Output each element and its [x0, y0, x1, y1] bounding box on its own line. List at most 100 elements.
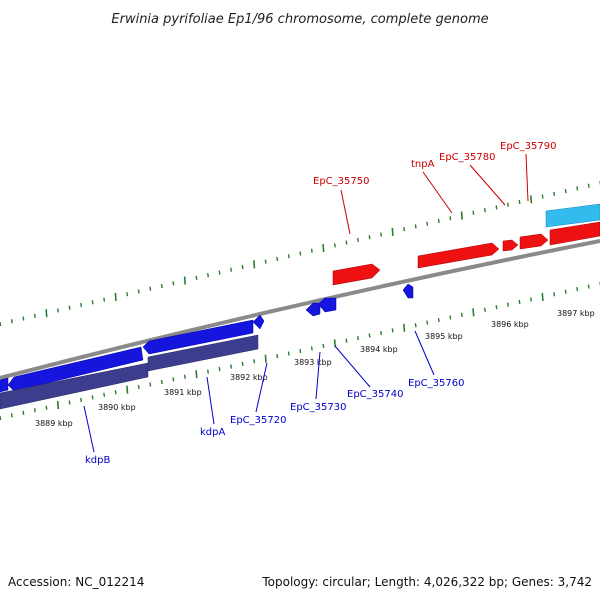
gene-label-tnpA[interactable]: tnpA: [411, 159, 435, 170]
tick-label: 3890 kbp: [98, 403, 136, 412]
outer-grid-major-tick: [460, 211, 463, 220]
cds-EpC_35730-arrow: [305, 302, 321, 317]
forward-strand-features: [332, 203, 600, 286]
cds-EpC_35790-arrow: [519, 233, 549, 250]
outer-grid-minor-tick: [357, 237, 359, 243]
inner-grid-minor-tick: [483, 307, 486, 312]
outer-grid-minor-tick: [172, 281, 175, 286]
cds-kdpA-partial: [0, 377, 9, 393]
inner-grid-major-tick: [403, 323, 406, 332]
outer-grid-minor-tick: [449, 216, 452, 221]
inner-grid-minor-tick: [507, 302, 509, 307]
inner-grid-minor-tick: [183, 374, 186, 379]
inner-grid-minor-tick: [518, 299, 521, 305]
cds-EpC_35760-arrow: [402, 283, 414, 299]
cds-EpC_35740-arrow: [317, 297, 337, 313]
inner-grid-minor-tick: [149, 382, 152, 387]
cds-kdpB-arrow: [7, 346, 144, 392]
inner-grid-minor-tick: [0, 415, 2, 421]
outer-grid-minor-tick: [553, 191, 556, 196]
map-title: Erwinia pyrifoliae Ep1/96 chromosome, co…: [111, 12, 488, 27]
tick-label: 3891 kbp: [164, 388, 202, 397]
outer-grid-minor-tick: [103, 297, 106, 302]
outer-grid-minor-tick: [472, 210, 475, 215]
leader-line-EpC_35740: [334, 345, 371, 388]
outer-grid-minor-tick: [541, 194, 544, 199]
cds-EpC_35750-arrow: [332, 263, 381, 286]
outer-grid-major-tick: [183, 276, 187, 285]
inner-grid-minor-tick: [553, 292, 556, 297]
outer-grid-minor-tick: [0, 321, 2, 327]
reverse-gene-bar: [0, 362, 149, 410]
outer-grid-major-tick: [529, 195, 533, 204]
inner-grid-minor-tick: [391, 328, 394, 333]
gene-label-kdpB[interactable]: kdpB: [85, 455, 110, 466]
gene-label-EpC_35740[interactable]: EpC_35740: [347, 389, 403, 400]
outer-grid-minor-tick: [22, 316, 25, 321]
inner-grid-minor-tick: [22, 410, 25, 415]
inner-grid-minor-tick: [437, 317, 440, 323]
reverse-strand-features: [0, 283, 414, 410]
gene-label-EpC_35780[interactable]: EpC_35780: [439, 152, 495, 163]
genome-summary-text: Topology: circular; Length: 4,026,322 bp…: [261, 575, 592, 589]
outer-grid-minor-tick: [507, 202, 509, 207]
inner-grid-major-tick: [126, 385, 129, 394]
outer-grid-minor-tick: [483, 208, 486, 213]
tick-label: 3894 kbp: [360, 345, 398, 354]
outer-grid-minor-tick: [576, 186, 579, 191]
inner-grid-minor-tick: [91, 395, 94, 400]
outer-grid-minor-tick: [80, 302, 83, 308]
tick-label: 3895 kbp: [425, 332, 463, 341]
inner-grid-major-tick: [195, 370, 198, 379]
inner-grid-minor-tick: [172, 377, 175, 382]
gene-label-EpC_35750[interactable]: EpC_35750: [313, 176, 369, 187]
inner-grid-minor-tick: [460, 312, 463, 318]
inner-grid-minor-tick: [230, 364, 233, 369]
dotted-grid-outer: [0, 181, 600, 327]
tick-label: 3889 kbp: [35, 419, 73, 428]
outer-grid-minor-tick: [264, 259, 267, 264]
leader-line-EpC_35750: [340, 189, 351, 235]
cds-tnpA-arrow: [417, 242, 500, 269]
outer-grid-minor-tick: [403, 226, 406, 232]
gene-label-EpC_35730[interactable]: EpC_35730: [290, 402, 346, 413]
inner-grid-minor-tick: [299, 348, 302, 354]
inner-grid-minor-tick: [587, 284, 590, 289]
inner-grid-minor-tick: [495, 305, 498, 310]
gene-label-EpC_35760[interactable]: EpC_35760: [408, 378, 464, 389]
outer-grid-minor-tick: [230, 267, 233, 272]
inner-grid-minor-tick: [310, 346, 313, 351]
outer-grid-minor-tick: [287, 254, 290, 259]
leader-line-kdpA: [206, 376, 215, 425]
leader-line-EpC_35720: [255, 362, 268, 413]
outer-grid-minor-tick: [333, 243, 336, 248]
inner-grid-minor-tick: [80, 397, 83, 403]
dotted-grid-inner: [0, 282, 600, 421]
inner-grid-minor-tick: [160, 379, 163, 385]
outer-grid-minor-tick: [57, 308, 59, 313]
outer-grid-minor-tick: [68, 305, 71, 310]
cds-EpC_35780-arrow: [502, 239, 519, 252]
inner-grid-minor-tick: [449, 315, 452, 320]
leader-line-EpC_35730: [315, 351, 321, 400]
inner-grid-minor-tick: [253, 359, 256, 364]
inner-grid-minor-tick: [103, 392, 106, 397]
inner-grid-minor-tick: [10, 413, 13, 418]
outer-grid-minor-tick: [137, 289, 140, 294]
inner-grid-minor-tick: [564, 289, 567, 294]
inner-grid-minor-tick: [207, 369, 209, 374]
inner-grid-minor-tick: [322, 343, 325, 348]
outer-grid-minor-tick: [218, 270, 221, 275]
gene-label-kdpA[interactable]: kdpA: [200, 427, 225, 438]
inner-grid-minor-tick: [287, 351, 290, 356]
inner-grid-major-tick: [56, 401, 60, 410]
inner-grid-minor-tick: [368, 333, 371, 338]
gene-label-EpC_35720[interactable]: EpC_35720: [230, 415, 286, 426]
outer-grid-major-tick: [45, 309, 48, 318]
outer-grid-major-tick: [114, 292, 117, 301]
gene-label-EpC_35790[interactable]: EpC_35790: [500, 141, 556, 152]
inner-grid-minor-tick: [530, 297, 533, 302]
tick-label: 3892 kbp: [230, 373, 268, 382]
tick-labels: 3889 kbp 3890 kbp 3891 kbp 3892 kbp 3893 kbp…: [35, 309, 595, 428]
